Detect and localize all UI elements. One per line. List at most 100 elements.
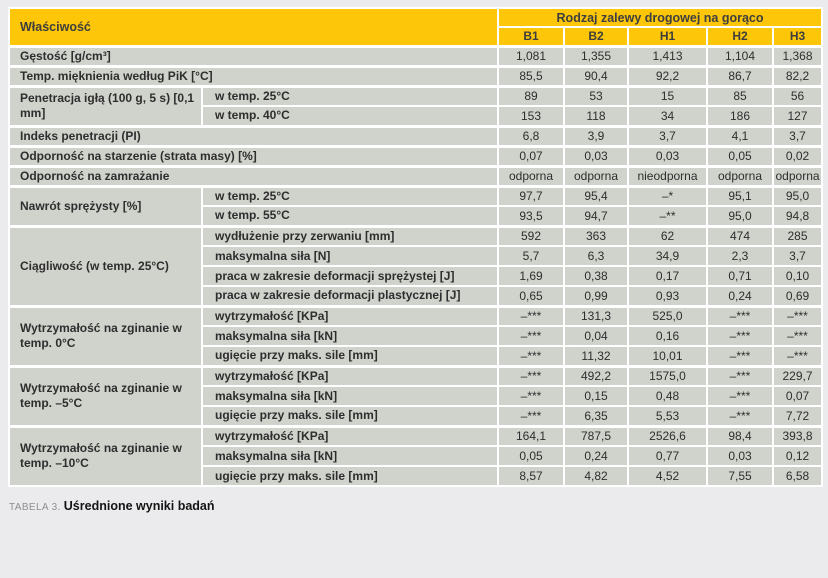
row-label: Indeks penetracji (PI) <box>8 124 499 147</box>
value-cell-h1: 1,413 <box>627 44 708 67</box>
value-cell-h3: –*** <box>771 325 824 347</box>
value-cell-h1: 10,01 <box>627 345 708 367</box>
value-cell-b2: 94,7 <box>563 205 629 227</box>
row-label: Odporność na zamrażanie <box>8 164 499 187</box>
value-cell-h2: –*** <box>706 325 774 347</box>
value-cell-b1: 1,69 <box>497 265 565 287</box>
row-sublabel: maksymalna siła [kN] <box>201 445 499 467</box>
row-sublabel: ugięcie przy maks. sile [mm] <box>201 405 499 427</box>
table-row: Wytrzymałość na zginanie w temp. 0°C wytr… <box>8 304 824 367</box>
value-cell-b2: 90,4 <box>563 64 629 87</box>
value-cell-h1: 2526,6 <box>627 424 708 447</box>
row-sublabel: maksymalna siła [kN] <box>201 385 499 407</box>
value-cell-h2: 0,03 <box>706 445 774 467</box>
table-caption-title: Uśrednione wyniki badań <box>63 499 215 513</box>
value-cell-h2: 4,1 <box>706 124 774 147</box>
value-cell-h1: 34,9 <box>627 245 708 267</box>
value-cell-b1: 89 <box>497 84 565 107</box>
value-cell-h2: –*** <box>706 364 774 387</box>
header-row-top: Właściwość Rodzaj zalewy drogowej na gor… <box>8 7 824 47</box>
value-cell-b1: 85,5 <box>497 64 565 87</box>
value-cell-b2: odporna <box>563 164 629 187</box>
value-cell-h2: –*** <box>706 385 774 407</box>
table-row: Odporność na starzenie (strata masy) [%]… <box>8 144 824 167</box>
value-cell-b2: 6,3 <box>563 245 629 267</box>
value-cell-h3: 0,69 <box>771 285 824 307</box>
value-cell-b2: 118 <box>563 105 629 127</box>
value-cell-h2: 86,7 <box>706 64 774 87</box>
value-cell-h3: 95,0 <box>771 184 824 207</box>
value-cell-h1: 525,0 <box>627 304 708 327</box>
value-cell-h2: 186 <box>706 105 774 127</box>
value-cell-b1: –*** <box>497 364 565 387</box>
value-cell-h2: odporna <box>706 164 774 187</box>
row-sublabel: wytrzymałość [KPa] <box>201 424 499 447</box>
value-cell-h3: odporna <box>771 164 824 187</box>
row-sublabel: w temp. 55°C <box>201 205 499 227</box>
table-row: maksymalna siła [kN] –*** 0,04 0,16 –*** –*** <box>9 325 824 347</box>
value-cell-h1: 0,17 <box>627 265 708 287</box>
value-cell-b1: –*** <box>497 304 565 327</box>
value-cell-b2: 53 <box>563 84 629 107</box>
value-cell-b1: 6,8 <box>497 124 565 147</box>
table-row: praca w zakresie deformacji plastycznej … <box>9 285 824 307</box>
value-cell-h3: 7,72 <box>771 405 824 427</box>
value-cell-h3: 285 <box>771 224 824 247</box>
row-label: Odporność na starzenie (strata masy) [%] <box>8 144 499 167</box>
value-cell-h3: 1,368 <box>771 44 824 67</box>
table-row: w temp. 40°C 153 118 34 186 127 <box>9 105 824 127</box>
row-sublabel: maksymalna siła [kN] <box>201 325 499 347</box>
value-cell-b1: 97,7 <box>497 184 565 207</box>
value-cell-h1: 4,52 <box>627 465 708 487</box>
value-cell-b2: 0,38 <box>563 265 629 287</box>
header-row-columns: B1 B2 H1 H2 H3 <box>9 26 824 47</box>
table-row: ugięcie przy maks. sile [mm] 8,57 4,82 4,52… <box>9 465 824 487</box>
value-cell-b2: 4,82 <box>563 465 629 487</box>
row-sublabel: ugięcie przy maks. sile [mm] <box>201 345 499 367</box>
table-row: maksymalna siła [kN] –*** 0,15 0,48 –*** 0,07 <box>9 385 824 407</box>
value-cell-b1: 164,1 <box>497 424 565 447</box>
value-cell-h1: –* <box>627 184 708 207</box>
table-row: Indeks penetracji (PI) 6,8 3,9 3,7 4,1 3,7 <box>8 124 824 147</box>
value-cell-b2: 131,3 <box>563 304 629 327</box>
row-sublabel: maksymalna siła [N] <box>201 245 499 267</box>
value-cell-h2: 98,4 <box>706 424 774 447</box>
value-cell-h1: –** <box>627 205 708 227</box>
row-group-label: Wytrzymałość na zginanie w temp. –5°C <box>8 364 203 427</box>
value-cell-h2: 95,0 <box>706 205 774 227</box>
row-sublabel: ugięcie przy maks. sile [mm] <box>201 465 499 487</box>
value-cell-h1: 92,2 <box>627 64 708 87</box>
value-cell-b2: 0,99 <box>563 285 629 307</box>
value-cell-b1: 592 <box>497 224 565 247</box>
table-row: maksymalna siła [N] 5,7 6,3 34,9 2,3 3,7 <box>9 245 824 267</box>
value-cell-h1: nieodporna <box>627 164 708 187</box>
value-cell-h1: 5,53 <box>627 405 708 427</box>
row-group-label: Penetracja igłą (100 g, 5 s) [0,1 mm] <box>8 84 203 127</box>
value-cell-b1: –*** <box>497 385 565 407</box>
value-cell-h1: 0,93 <box>627 285 708 307</box>
value-cell-h1: 34 <box>627 105 708 127</box>
row-sublabel: praca w zakresie deformacji plastycznej … <box>201 285 499 307</box>
value-cell-b2: 11,32 <box>563 345 629 367</box>
table-row: Nawrót sprężysty [%] w temp. 25°C 97,7 95,4… <box>8 184 824 227</box>
table-row: Wytrzymałość na zginanie w temp. –5°C wyt… <box>8 364 824 427</box>
column-header-h3: H3 <box>771 26 824 47</box>
row-group-label: Wytrzymałość na zginanie w temp. 0°C <box>8 304 203 367</box>
value-cell-b1: –*** <box>497 325 565 347</box>
value-cell-h3: 0,10 <box>771 265 824 287</box>
row-sublabel: w temp. 25°C <box>201 84 499 107</box>
value-cell-b1: –*** <box>497 345 565 367</box>
value-cell-h3: 0,12 <box>771 445 824 467</box>
row-sublabel: wydłużenie przy zerwaniu [mm] <box>201 224 499 247</box>
value-cell-h2: 1,104 <box>706 44 774 67</box>
value-cell-h2: 95,1 <box>706 184 774 207</box>
row-sublabel: wytrzymałość [KPa] <box>201 364 499 387</box>
value-cell-h2: 85 <box>706 84 774 107</box>
property-column-header: Właściwość <box>8 7 499 47</box>
table-row: w temp. 55°C 93,5 94,7 –** 95,0 94,8 <box>9 205 824 227</box>
value-cell-h3: 3,7 <box>771 245 824 267</box>
value-cell-h3: 94,8 <box>771 205 824 227</box>
row-group-label: Wytrzymałość na zginanie w temp. –10°C <box>8 424 203 487</box>
row-sublabel: praca w zakresie deformacji sprężystej [… <box>201 265 499 287</box>
value-cell-b1: 0,65 <box>497 285 565 307</box>
